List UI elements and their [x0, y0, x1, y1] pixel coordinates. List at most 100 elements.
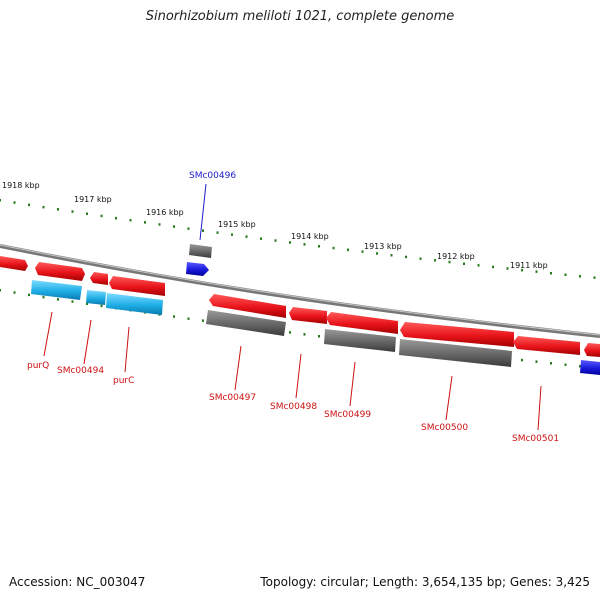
minor-tick — [57, 208, 59, 211]
gene-arrow[interactable] — [109, 276, 165, 296]
minor-tick — [71, 300, 74, 303]
minor-tick — [521, 268, 523, 272]
gene-arrow[interactable] — [209, 294, 286, 318]
minor-tick — [477, 264, 480, 267]
minor-tick — [13, 291, 16, 294]
minor-tick — [535, 360, 538, 363]
minor-tick — [187, 227, 190, 230]
minor-tick — [71, 210, 74, 213]
gene-arrow-blue[interactable] — [186, 262, 209, 276]
minor-tick — [564, 273, 567, 276]
minor-tick — [419, 257, 422, 260]
gene-label[interactable]: SMc00498 — [270, 402, 317, 412]
minor-tick — [28, 203, 30, 207]
minor-tick — [434, 259, 436, 262]
minor-tick — [231, 233, 233, 236]
gene-arrow[interactable] — [513, 336, 580, 355]
minor-tick — [86, 302, 88, 305]
minor-tick — [303, 333, 306, 336]
minor-tick — [42, 295, 45, 299]
gene-arrow[interactable] — [584, 343, 600, 357]
minor-tick — [274, 239, 277, 242]
minor-tick — [303, 243, 306, 246]
cds-block[interactable] — [189, 244, 212, 258]
minor-tick — [173, 225, 175, 228]
gene-arrow[interactable] — [289, 307, 327, 324]
minor-tick — [535, 270, 538, 273]
gene-label[interactable]: SMc00500 — [421, 423, 468, 433]
scale-label: 1912 kbp — [437, 252, 475, 261]
minor-tick — [86, 212, 88, 215]
minor-tick — [347, 248, 349, 252]
minor-tick — [42, 205, 45, 209]
scale-label: 1915 kbp — [218, 220, 256, 229]
minor-tick — [463, 262, 465, 265]
minor-tick — [173, 315, 175, 318]
gene-label[interactable]: SMc00501 — [512, 434, 559, 444]
minor-tick — [318, 335, 320, 338]
minor-tick — [216, 231, 219, 234]
accession-text: Accession: NC_003047 — [9, 575, 146, 589]
cds-block-cyan[interactable] — [106, 293, 163, 315]
minor-tick — [579, 365, 581, 368]
cds-block[interactable] — [399, 339, 512, 367]
minor-tick — [332, 246, 335, 250]
gene-label[interactable]: SMc00494 — [57, 366, 104, 376]
scale-label: 1911 kbp — [510, 261, 548, 270]
minor-tick — [550, 362, 552, 365]
minor-tick — [28, 293, 30, 297]
minor-tick — [564, 363, 567, 366]
gene-arrow[interactable] — [35, 262, 85, 281]
minor-tick — [245, 235, 248, 238]
gene-leader-lines — [43, 311, 542, 431]
genome-backbone-highlight — [0, 244, 600, 336]
highlight-leader-line — [199, 183, 207, 241]
highlight-gene-label[interactable]: SMc00496 — [189, 171, 236, 181]
minor-tick — [202, 229, 204, 232]
minor-tick — [144, 221, 146, 224]
minor-tick — [579, 275, 581, 278]
cds-block-cyan[interactable] — [86, 290, 106, 305]
scale-label: 1913 kbp — [364, 242, 402, 251]
gene-arrow[interactable] — [326, 312, 398, 334]
cds-block[interactable] — [206, 310, 286, 336]
minor-tick — [521, 358, 523, 362]
minor-tick — [376, 252, 378, 255]
minor-tick — [361, 250, 364, 253]
gene-arrow-blue[interactable] — [580, 360, 600, 375]
minor-tick — [115, 216, 117, 220]
minor-tick — [405, 255, 407, 259]
gene-label[interactable]: purC — [113, 376, 134, 386]
minor-tick — [550, 272, 552, 275]
minor-tick — [100, 214, 103, 218]
gene-arrow[interactable] — [90, 272, 108, 285]
minor-tick — [100, 304, 103, 308]
gene-label[interactable]: SMc00497 — [209, 393, 256, 403]
minor-tick — [187, 317, 190, 320]
scale-label: 1914 kbp — [291, 232, 329, 241]
genome-summary-text: Topology: circular; Length: 3,654,135 bp… — [260, 575, 590, 589]
minor-tick — [260, 237, 262, 240]
minor-tick — [593, 276, 596, 279]
scale-label: 1917 kbp — [74, 195, 112, 204]
gene-arrow[interactable] — [400, 322, 514, 347]
genome-backbone — [0, 244, 600, 338]
gene-label[interactable]: purQ — [27, 361, 49, 371]
minor-tick — [129, 219, 132, 222]
cds-block[interactable] — [324, 329, 396, 352]
minor-tick — [57, 298, 59, 301]
scale-label: 1916 kbp — [146, 208, 184, 217]
gene-label[interactable]: SMc00499 — [324, 410, 371, 420]
minor-tick — [448, 260, 451, 264]
minor-tick — [0, 199, 1, 202]
gene-arrow[interactable] — [0, 256, 28, 271]
scale-label: 1918 kbp — [2, 181, 40, 190]
minor-tick — [13, 201, 16, 204]
genome-title: Sinorhizobium meliloti 1021, complete ge… — [145, 9, 455, 24]
minor-tick — [390, 254, 393, 257]
minor-tick — [289, 241, 291, 244]
minor-tick — [0, 289, 1, 292]
cds-block-cyan[interactable] — [31, 280, 82, 300]
minor-tick — [506, 267, 509, 270]
